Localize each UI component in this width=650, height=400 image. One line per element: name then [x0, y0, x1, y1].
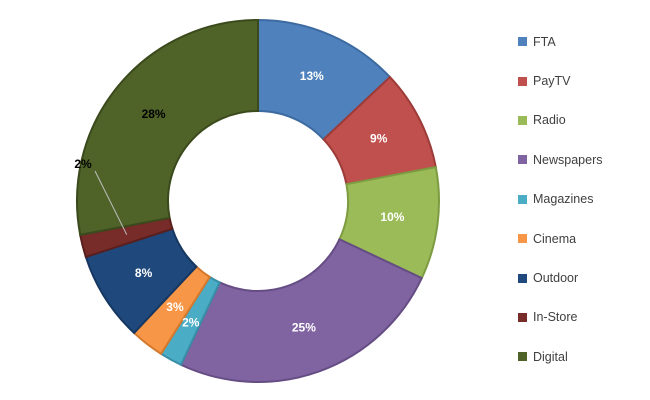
legend-item-magazines: Magazines [518, 180, 646, 219]
chart-legend: FTA PayTV Radio Newspapers Magazines Cinema Ou… [518, 22, 646, 377]
slice-digital [76, 18, 259, 237]
leader-lines [94, 170, 128, 235]
legend-item-newspapers: Newspapers [518, 140, 646, 179]
data-label-newspapers: 25% [292, 321, 316, 335]
data-label-outdoor: 8% [135, 266, 153, 280]
legend-item-in-store: In-Store [518, 298, 646, 337]
legend-label: Radio [533, 113, 566, 128]
legend-swatch [518, 234, 527, 244]
legend-label: Outdoor [533, 271, 579, 286]
legend-label: PayTV [533, 74, 571, 89]
legend-item-digital: Digital [518, 337, 646, 376]
data-label-radio: 10% [380, 210, 404, 224]
legend-label: Magazines [533, 192, 594, 207]
data-label-magazines: 2% [182, 315, 200, 329]
legend-item-fta: FTA [518, 22, 646, 61]
legend-swatch [518, 352, 527, 362]
legend-item-radio: Radio [518, 101, 646, 140]
data-label-paytv: 9% [370, 132, 388, 146]
legend-label: In-Store [533, 310, 578, 325]
slice-newspapers [179, 237, 424, 383]
legend-swatch [518, 115, 527, 125]
data-label-digital: 28% [142, 107, 166, 121]
legend-swatch [518, 194, 527, 204]
legend-label: Cinema [533, 231, 577, 246]
legend-swatch [518, 312, 527, 322]
data-label-fta: 13% [300, 69, 324, 83]
leader-line-in-store [94, 170, 128, 235]
legend-label: FTA [533, 34, 556, 49]
legend-swatch [518, 37, 527, 47]
legend-label: Newspapers [533, 152, 603, 167]
legend-swatch [518, 273, 527, 283]
donut-slices [76, 18, 440, 383]
legend-label: Digital [533, 349, 568, 364]
legend-item-cinema: Cinema [518, 219, 646, 258]
legend-item-paytv: PayTV [518, 61, 646, 100]
data-label-cinema: 3% [166, 300, 184, 314]
legend-swatch [518, 155, 527, 165]
slice-labels: 13%9%10%25%2%3%8%2%28% [74, 69, 404, 335]
legend-item-outdoor: Outdoor [518, 258, 646, 297]
data-label-in-store: 2% [74, 157, 92, 171]
legend-swatch [518, 76, 527, 86]
